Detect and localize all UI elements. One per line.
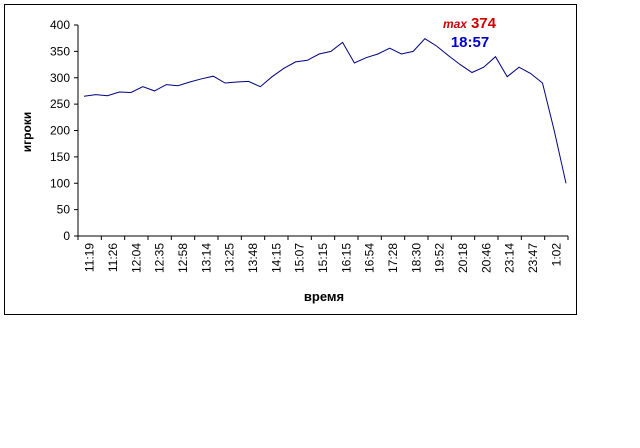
x-tick-label: 13:14 (199, 243, 213, 273)
max-prefix: max (443, 17, 468, 31)
series-line (83, 38, 567, 184)
y-tick-label: 50 (57, 203, 71, 217)
x-tick-label: 18:30 (409, 243, 423, 273)
y-tick-label: 300 (50, 71, 70, 85)
line-chart: 0 50 100 150 200 250 300 350 400 11:19 11:26 12:04… (20, 15, 569, 304)
y-tick-label: 150 (50, 150, 70, 164)
max-value: 374 (471, 15, 497, 32)
y-tick-label: 250 (50, 97, 70, 111)
x-tick-label: 12:04 (129, 243, 143, 273)
y-axis-ticks: 0 50 100 150 200 250 300 350 400 (50, 18, 78, 243)
max-annotation: max 374 (443, 15, 497, 32)
x-tick-label: 20:46 (479, 243, 493, 273)
x-tick-label: 23:47 (526, 243, 540, 273)
x-axis-ticks: 11:19 11:26 12:04 12:35 12:58 13:14 13:25 13:48… (77, 236, 569, 273)
x-tick-label: 17:28 (386, 243, 400, 273)
x-tick-label: 16:15 (339, 243, 353, 273)
chart-frame: 0 50 100 150 200 250 300 350 400 11:19 11:26 12:04… (4, 4, 577, 315)
x-tick-label: 15:07 (293, 243, 307, 273)
y-tick-label: 200 (50, 124, 70, 138)
x-tick-label: 15:15 (316, 243, 330, 273)
x-tick-label: 12:58 (176, 243, 190, 273)
x-tick-label: 13:48 (246, 243, 260, 273)
x-tick-label: 11:26 (106, 243, 120, 272)
y-tick-label: 100 (50, 176, 70, 190)
x-tick-label: 1:02 (549, 243, 563, 267)
x-tick-label: 11:19 (83, 243, 97, 272)
y-tick-label: 350 (50, 44, 70, 58)
max-time: 18:57 (451, 34, 489, 51)
x-tick-label: 14:15 (269, 243, 283, 273)
x-tick-label: 13:25 (223, 243, 237, 273)
x-tick-label: 12:35 (153, 243, 167, 273)
x-tick-label: 16:54 (363, 243, 377, 273)
y-axis-title: игроки (20, 112, 34, 152)
x-axis-title: время (304, 289, 344, 304)
y-tick-label: 0 (63, 229, 70, 243)
x-tick-label: 19:52 (433, 243, 447, 273)
x-tick-label: 23:14 (503, 243, 517, 273)
y-tick-label: 400 (50, 18, 70, 32)
x-tick-label: 20:18 (456, 243, 470, 273)
